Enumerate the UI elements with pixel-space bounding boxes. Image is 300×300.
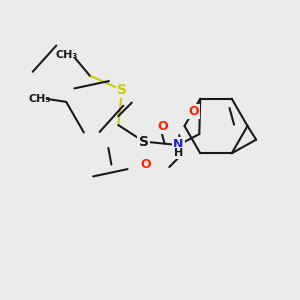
- Text: O: O: [188, 105, 199, 118]
- Text: S: S: [117, 83, 127, 97]
- Text: H: H: [174, 148, 183, 158]
- Text: O: O: [158, 120, 168, 133]
- Text: CH₃: CH₃: [56, 50, 78, 60]
- Text: S: S: [139, 135, 149, 148]
- Text: O: O: [140, 158, 151, 171]
- Text: CH₃: CH₃: [28, 94, 50, 104]
- Text: N: N: [173, 138, 184, 151]
